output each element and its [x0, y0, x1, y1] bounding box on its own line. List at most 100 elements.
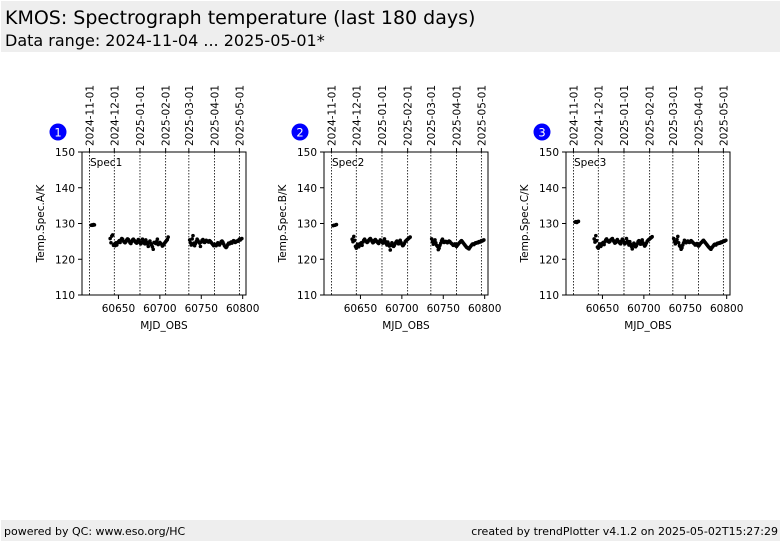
top-axis-date-label: 2025-03-01 [426, 85, 438, 146]
y-axis-label: Temp.Spec.C/K [519, 183, 531, 263]
x-tick-label: 60700 [143, 303, 176, 315]
y-tick-label: 150 [297, 147, 317, 159]
data-point [618, 242, 623, 246]
y-tick-label: 120 [297, 254, 317, 266]
x-tick-label: 60750 [185, 303, 218, 315]
data-point [675, 237, 679, 242]
panel-number-text: 1 [54, 126, 61, 140]
plot-frame [81, 151, 247, 296]
footer-generator: created by trendPlotter v4.1.2 on 2025-0… [471, 525, 778, 538]
top-axis-date-label: 2025-04-01 [694, 85, 706, 146]
data-point [640, 238, 645, 242]
top-axis-date-label: 2024-11-01 [84, 85, 96, 146]
top-axis-date-label: 2025-02-01 [161, 85, 173, 146]
data-point [191, 233, 195, 238]
page-header: KMOS: Spectrograph temperature (last 180… [1, 1, 780, 52]
data-point [109, 241, 113, 245]
top-axis-date-label: 2025-01-01 [135, 85, 147, 146]
top-axis-date-label: 2025-05-01 [476, 85, 488, 146]
data-point [433, 238, 437, 242]
x-tick-label: 60750 [669, 303, 702, 315]
data-point [198, 244, 203, 249]
data-point [352, 238, 357, 243]
panel-number-badge [49, 123, 67, 141]
data-point [594, 233, 598, 238]
data-point [594, 238, 599, 243]
data-point [592, 237, 596, 241]
data-point [680, 246, 684, 250]
top-axis-date-label: 2025-03-01 [668, 85, 680, 146]
top-axis-date-label: 2024-11-01 [568, 85, 580, 146]
y-tick-label: 150 [55, 147, 75, 159]
y-tick-label: 130 [55, 219, 75, 231]
top-axis-date-label: 2024-12-01 [351, 85, 363, 146]
panel-label: Spec1 [90, 157, 122, 169]
data-point [334, 222, 339, 227]
data-point [602, 242, 606, 247]
data-point [190, 237, 194, 241]
data-point [632, 241, 636, 245]
x-tick-label: 60700 [385, 303, 418, 315]
chart-panel-3: 2024-11-01 2024-12-01 2025-01-01 2025-02-01… [519, 85, 743, 332]
data-point [676, 241, 681, 245]
y-tick-label: 140 [539, 183, 559, 195]
panel-number-text: 3 [538, 126, 545, 140]
x-tick-label: 60650 [586, 303, 619, 315]
x-tick-label: 60700 [627, 303, 660, 315]
top-axis-date-label: 2025-02-01 [403, 85, 415, 146]
data-point [146, 244, 151, 249]
data-point [388, 248, 393, 252]
y-tick-label: 130 [539, 219, 559, 231]
top-axis-date-label: 2025-05-01 [718, 85, 730, 146]
x-axis-label: MJD_OBS [624, 320, 672, 332]
top-axis-date-label: 2025-02-01 [645, 85, 657, 146]
page-footer: powered by QC: www.eso.org/HC created by… [1, 520, 780, 541]
y-tick-label: 120 [539, 254, 559, 266]
y-tick-label: 110 [55, 290, 75, 302]
panel-label: Spec2 [332, 157, 364, 169]
footer-credit: powered by QC: www.eso.org/HC [4, 525, 186, 538]
data-point [166, 235, 170, 239]
data-point [676, 234, 680, 239]
data-point [482, 238, 486, 242]
x-tick-label: 60650 [102, 303, 135, 315]
top-axis-date-label: 2024-12-01 [109, 85, 121, 146]
data-point [437, 246, 441, 250]
y-axis-label: Temp.Spec.A/K [35, 183, 47, 263]
data-point [240, 236, 244, 241]
y-tick-label: 140 [297, 183, 317, 195]
top-axis-date-label: 2024-11-01 [326, 85, 338, 146]
y-tick-label: 140 [55, 183, 75, 195]
page-title: KMOS: Spectrograph temperature (last 180… [5, 7, 476, 29]
data-point [155, 237, 160, 242]
x-tick-label: 60750 [427, 303, 460, 315]
data-point [724, 238, 728, 243]
data-point [360, 243, 364, 248]
top-axis-date-label: 2025-01-01 [619, 85, 631, 146]
data-point [352, 234, 356, 239]
data-point [189, 243, 194, 247]
x-tick-label: 60800 [226, 303, 259, 315]
data-point [110, 233, 115, 237]
y-axis-label: Temp.Spec.B/K [277, 183, 289, 263]
y-tick-label: 150 [539, 147, 559, 159]
data-point [671, 236, 676, 241]
top-axis-date-label: 2025-05-01 [234, 85, 246, 146]
x-tick-label: 60800 [710, 303, 743, 315]
top-axis-date-label: 2025-03-01 [184, 85, 196, 146]
data-point [429, 237, 434, 241]
panel-label: Spec3 [574, 157, 606, 169]
x-tick-label: 60650 [344, 303, 377, 315]
panel-number-badge [533, 123, 551, 141]
top-axis-date-label: 2024-12-01 [593, 85, 605, 146]
data-point [650, 234, 654, 239]
x-axis-label: MJD_OBS [140, 320, 188, 332]
x-axis-label: MJD_OBS [382, 320, 430, 332]
data-point [408, 235, 412, 239]
data-point [151, 247, 156, 252]
y-tick-label: 110 [539, 290, 559, 302]
plot-frame [565, 151, 731, 296]
data-point [92, 223, 97, 227]
data-point [390, 241, 394, 245]
